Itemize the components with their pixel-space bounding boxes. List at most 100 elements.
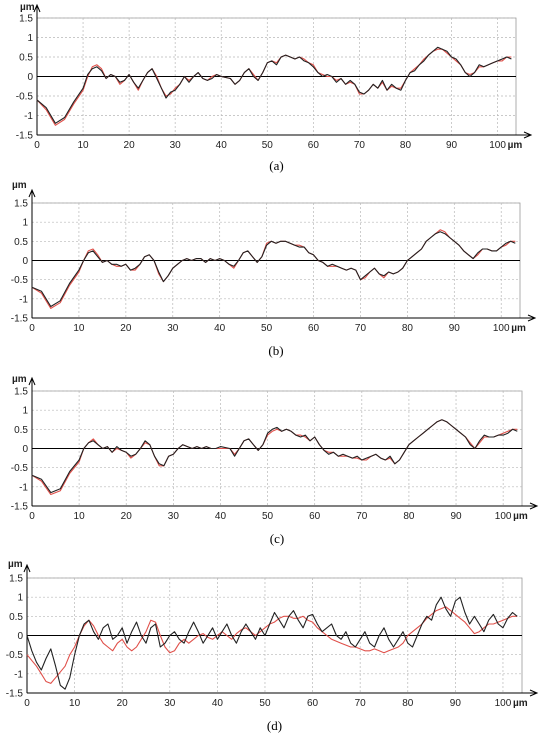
panel-d: 1.510.50-0.5-1-1.50 10 20 30 40 50 60 70 80 90 100… bbox=[6, 559, 539, 733]
y-unit-label: µm bbox=[12, 374, 27, 385]
x-tick-label: 10 bbox=[77, 140, 89, 151]
x-unit-label: µm bbox=[508, 140, 523, 151]
x-tick-label: 30 bbox=[167, 323, 179, 334]
profile-series-line bbox=[26, 606, 518, 684]
x-tick-label: 90 bbox=[450, 698, 462, 709]
x-tick-label: 70 bbox=[356, 511, 368, 522]
y-tick-label: -0.5 bbox=[6, 650, 24, 661]
x-tick-label: 80 bbox=[400, 140, 412, 151]
panel-caption: (d) bbox=[267, 718, 282, 733]
y-tick-label: 0.5 bbox=[9, 612, 23, 623]
profile-series-line bbox=[36, 46, 512, 124]
x-tick-label: 90 bbox=[449, 323, 461, 334]
y-tick-label: 1 bbox=[22, 406, 28, 417]
y-tick-label: 0.5 bbox=[14, 425, 28, 436]
x-tick-label: 90 bbox=[450, 511, 462, 522]
y-tick-label: 0 bbox=[17, 631, 23, 642]
x-tick-label: 40 bbox=[215, 511, 227, 522]
panel-a: 1.510.50-0.5-1-1.50 10 20 30 40 50 60 70 80 90 100… bbox=[16, 2, 533, 173]
x-tick-label: 20 bbox=[124, 140, 136, 151]
y-tick-label: 0 bbox=[22, 444, 28, 455]
x-tick-label: 100 bbox=[489, 140, 506, 151]
x-tick-label: 60 bbox=[307, 698, 319, 709]
x-axis-arrow-icon bbox=[527, 314, 537, 322]
y-tick-label: -1.5 bbox=[11, 502, 29, 513]
y-tick-label: 0.5 bbox=[19, 53, 33, 64]
x-tick-label: 0 bbox=[24, 698, 30, 709]
x-tick-label: 60 bbox=[308, 323, 320, 334]
x-tick-label: 20 bbox=[121, 511, 133, 522]
panel-caption: (c) bbox=[270, 531, 284, 546]
profile-series-line bbox=[31, 419, 518, 494]
x-unit-label: µm bbox=[511, 323, 526, 334]
x-tick-label: 0 bbox=[29, 323, 35, 334]
y-unit-label: µm bbox=[12, 180, 27, 191]
y-axis-arrow-icon bbox=[23, 563, 31, 573]
y-tick-label: 1.5 bbox=[14, 199, 28, 210]
x-tick-label: 50 bbox=[259, 698, 271, 709]
x-tick-label: 100 bbox=[495, 698, 512, 709]
y-tick-label: -1 bbox=[14, 669, 23, 680]
y-tick-label: 1 bbox=[22, 218, 28, 229]
panel-caption: (a) bbox=[269, 158, 283, 173]
profile-series-line bbox=[31, 231, 516, 308]
x-tick-label: 0 bbox=[29, 511, 35, 522]
x-tick-label: 40 bbox=[214, 323, 226, 334]
y-tick-label: 1.5 bbox=[14, 387, 28, 398]
y-tick-label: -1 bbox=[19, 482, 28, 493]
y-tick-label: -0.5 bbox=[11, 463, 29, 474]
y-tick-label: -0.5 bbox=[11, 275, 29, 286]
x-tick-label: 80 bbox=[402, 323, 414, 334]
y-tick-label: 1 bbox=[17, 593, 23, 604]
x-tick-label: 100 bbox=[493, 323, 510, 334]
profile-series-line bbox=[31, 419, 518, 496]
x-axis-arrow-icon bbox=[529, 502, 539, 510]
x-tick-label: 100 bbox=[495, 511, 512, 522]
x-tick-label: 40 bbox=[216, 140, 228, 151]
y-tick-label: -0.5 bbox=[16, 92, 34, 103]
x-tick-label: 20 bbox=[120, 323, 132, 334]
panel-b: 1.510.50-0.5-1-1.50 10 20 30 40 50 60 70 80 90 100… bbox=[11, 180, 537, 358]
y-tick-label: -1.5 bbox=[16, 131, 34, 142]
profile-series-line bbox=[26, 596, 518, 690]
y-tick-label: 0 bbox=[22, 256, 28, 267]
y-tick-label: -1.5 bbox=[6, 689, 24, 700]
x-axis-arrow-icon bbox=[529, 689, 539, 697]
y-axis-arrow-icon bbox=[33, 3, 41, 13]
x-tick-label: 50 bbox=[262, 511, 274, 522]
x-tick-label: 80 bbox=[403, 511, 415, 522]
x-tick-label: 40 bbox=[212, 698, 224, 709]
x-tick-label: 70 bbox=[354, 140, 366, 151]
y-tick-label: 1 bbox=[27, 33, 33, 44]
panel-caption: (b) bbox=[268, 343, 283, 358]
y-tick-label: 0.5 bbox=[14, 237, 28, 248]
x-tick-label: 10 bbox=[69, 698, 81, 709]
x-tick-label: 50 bbox=[262, 140, 274, 151]
x-tick-label: 30 bbox=[164, 698, 176, 709]
x-tick-label: 70 bbox=[355, 323, 367, 334]
y-axis-arrow-icon bbox=[28, 188, 36, 198]
y-tick-label: -1 bbox=[24, 111, 33, 122]
x-tick-label: 10 bbox=[74, 511, 86, 522]
x-unit-label: µm bbox=[513, 698, 528, 709]
x-tick-label: 70 bbox=[355, 698, 367, 709]
y-tick-label: 0 bbox=[27, 72, 33, 83]
y-tick-label: 1.5 bbox=[19, 14, 33, 25]
x-tick-label: 60 bbox=[309, 511, 321, 522]
x-tick-label: 80 bbox=[402, 698, 414, 709]
y-tick-label: -1.5 bbox=[11, 314, 29, 325]
y-unit-label: µm bbox=[8, 559, 23, 570]
y-tick-label: -1 bbox=[19, 294, 28, 305]
profile-series-line bbox=[36, 48, 512, 126]
x-tick-label: 90 bbox=[446, 140, 458, 151]
x-tick-label: 60 bbox=[308, 140, 320, 151]
y-tick-label: 1.5 bbox=[9, 574, 23, 585]
x-unit-label: µm bbox=[513, 511, 528, 522]
x-tick-label: 30 bbox=[168, 511, 180, 522]
x-tick-label: 50 bbox=[261, 323, 273, 334]
x-axis-arrow-icon bbox=[523, 131, 533, 139]
x-tick-label: 10 bbox=[73, 323, 85, 334]
x-tick-label: 20 bbox=[117, 698, 129, 709]
x-tick-label: 30 bbox=[170, 140, 182, 151]
